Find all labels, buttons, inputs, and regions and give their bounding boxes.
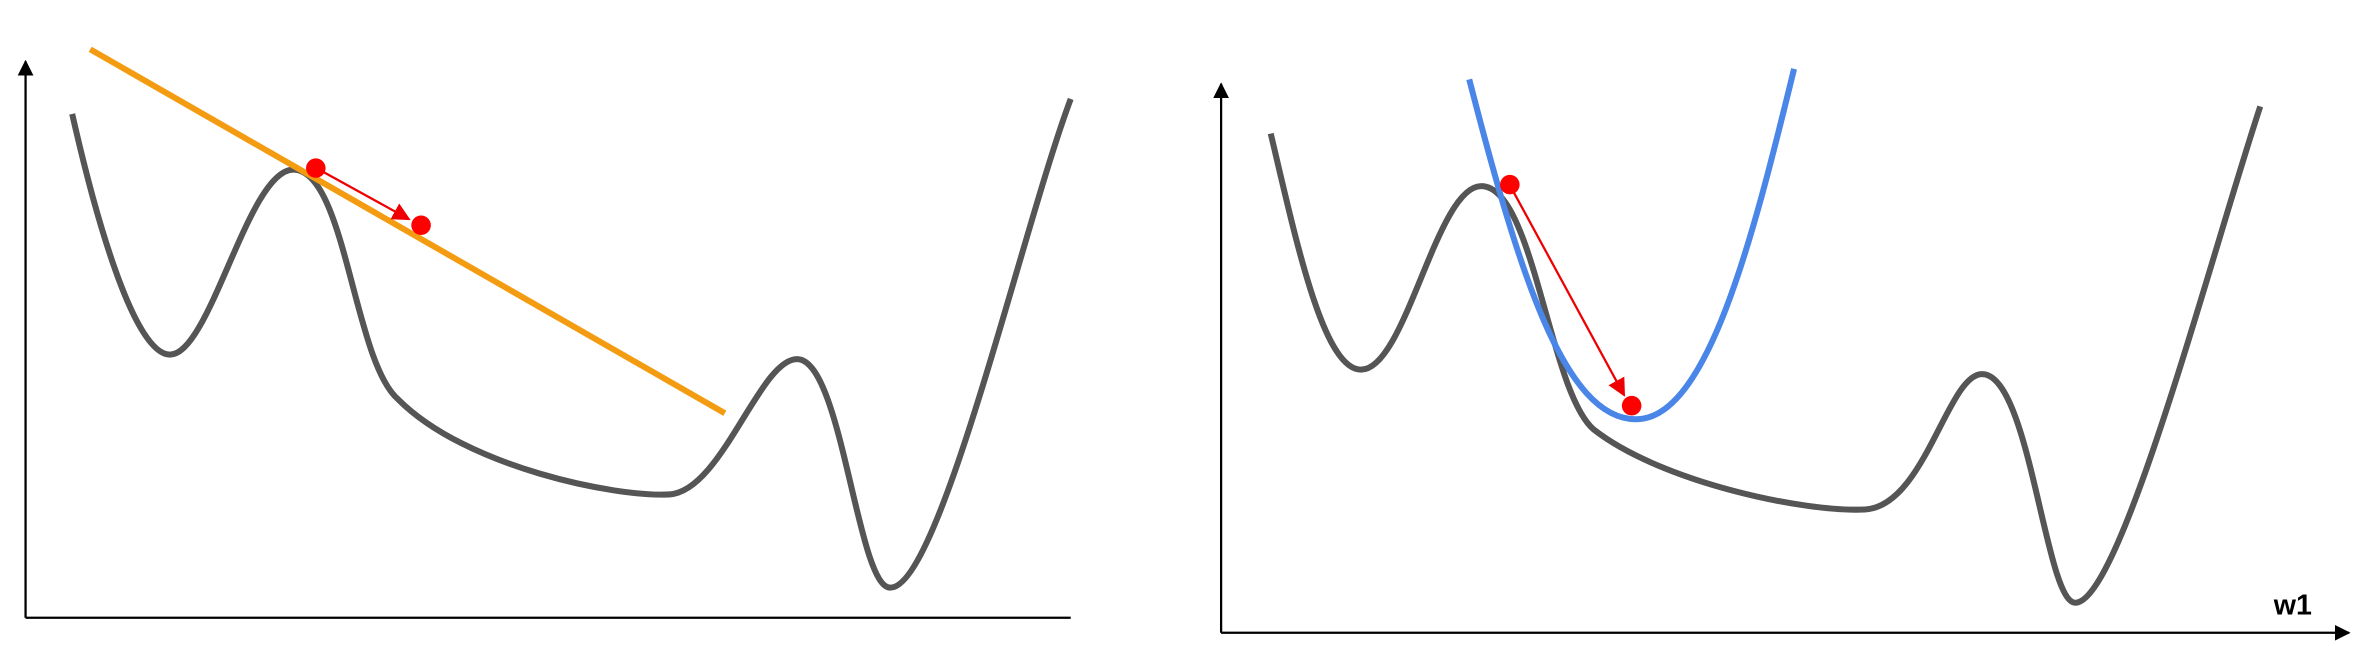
loss-curve [69, 97, 1074, 591]
loss-curve [1267, 105, 2264, 606]
tangent-line [88, 46, 727, 416]
step-arrow [1511, 190, 1626, 397]
start-point [1500, 174, 1520, 195]
quadratic-approximation [1466, 68, 1797, 423]
end-point [1621, 395, 1642, 416]
right-panel: w1 [1213, 68, 2351, 641]
end-point [411, 215, 431, 236]
left-panel [17, 46, 1074, 619]
step-arrow [321, 170, 411, 221]
x-axis-label: w1 [2273, 590, 2312, 622]
start-point [306, 158, 326, 178]
